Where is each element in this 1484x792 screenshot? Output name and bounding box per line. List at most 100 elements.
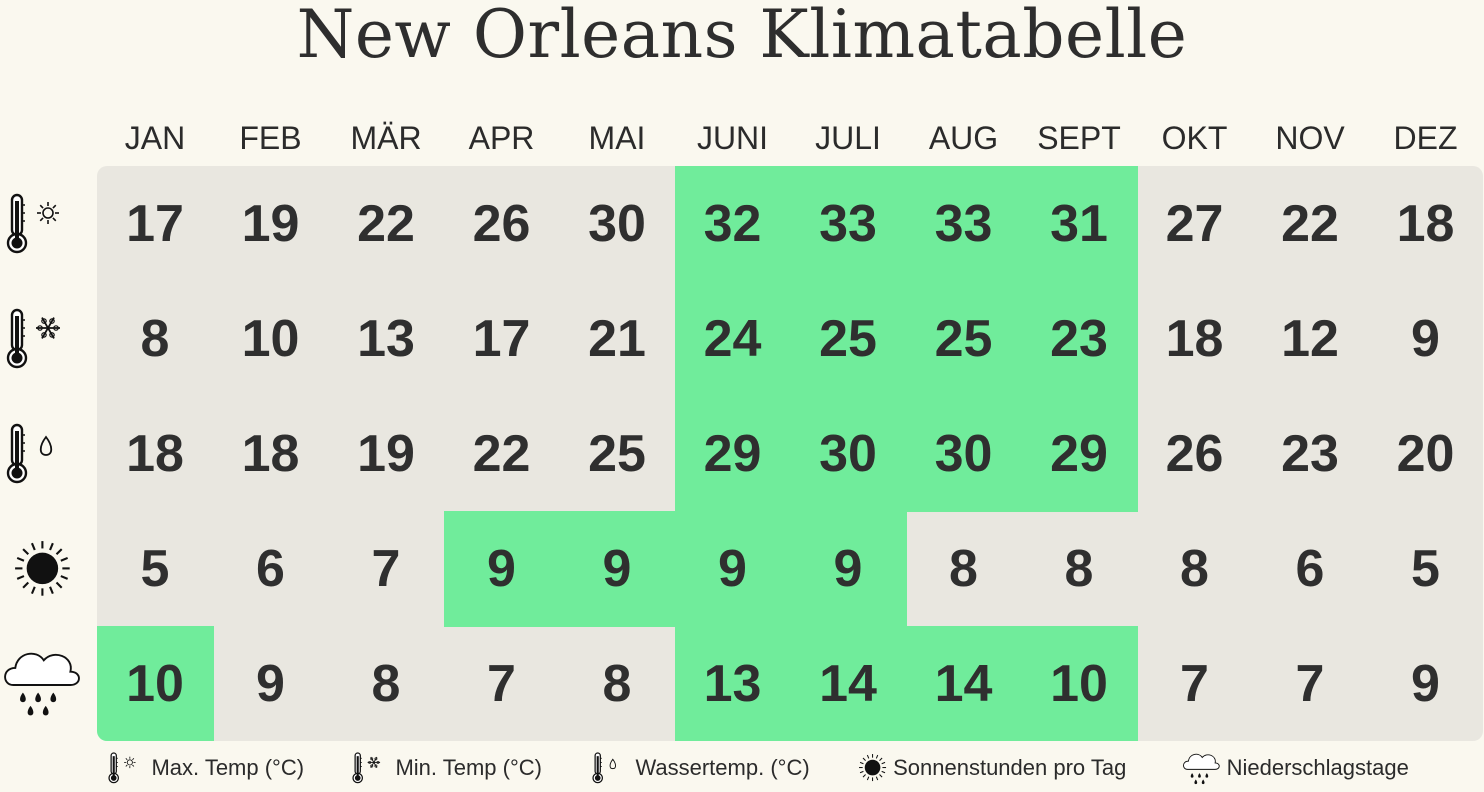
value-cell: 22 <box>357 194 415 253</box>
value-cell: 30 <box>588 194 646 253</box>
thermometer-drop-icon <box>0 396 84 511</box>
month-label: FEB <box>239 120 302 156</box>
month-label: AUG <box>928 120 999 156</box>
highlight-cell <box>905 396 1022 512</box>
value-cell: 9 <box>256 654 285 713</box>
value-cell: 9 <box>1411 654 1440 713</box>
value-cell: 5 <box>1411 539 1440 598</box>
value-cell: 23 <box>1281 424 1339 483</box>
month-label: APR <box>468 120 535 156</box>
highlight-cell <box>905 626 1022 741</box>
value-cell: 10 <box>126 654 184 713</box>
legend-label: Niederschlagstage <box>1226 755 1409 780</box>
value-cell: 33 <box>934 194 993 253</box>
chart-title: New Orleans Klimatabelle <box>296 0 1188 73</box>
legend-item: Max. Temp (°C) <box>108 750 304 786</box>
value-cell: 8 <box>1180 539 1209 598</box>
highlight-cell <box>790 166 907 282</box>
value-cell: 8 <box>371 654 401 713</box>
value-cell: 30 <box>819 424 877 483</box>
value-cell: 9 <box>602 539 632 598</box>
highlight-cell <box>790 511 907 627</box>
highlight-cell <box>905 281 1022 397</box>
value-cell: 13 <box>703 654 762 713</box>
value-cell: 24 <box>703 309 762 368</box>
value-cell: 13 <box>357 309 415 368</box>
highlight-cell <box>674 166 791 282</box>
value-cell: 7 <box>487 654 516 713</box>
value-cell: 10 <box>1050 654 1108 713</box>
legend-label: Sonnenstunden pro Tag <box>893 755 1127 780</box>
highlight-cell <box>1021 281 1138 397</box>
value-cell: 8 <box>140 309 170 368</box>
legend-label: Max. Temp (°C) <box>151 755 305 780</box>
value-cell: 18 <box>241 424 300 483</box>
highlight-cell <box>674 626 791 741</box>
value-cell: 19 <box>241 194 300 253</box>
legend-label: Min. Temp (°C) <box>395 755 542 780</box>
month-label: OKT <box>1161 120 1228 156</box>
month-label: MÄR <box>350 120 422 156</box>
sun-icon <box>0 511 84 626</box>
highlight-cell <box>1021 166 1138 282</box>
highlight-cell <box>674 281 791 397</box>
value-cell: 10 <box>241 309 300 368</box>
value-cell: 14 <box>819 654 877 713</box>
legend-label: Wassertemp. (°C) <box>635 755 810 780</box>
value-cell: 17 <box>472 309 531 368</box>
highlight-cell <box>97 626 214 741</box>
value-cell: 18 <box>126 424 184 483</box>
highlight-cell <box>1021 396 1138 512</box>
legend-item: Sonnenstunden pro Tag <box>858 750 1126 786</box>
value-cell: 25 <box>819 309 877 368</box>
highlight-cell <box>559 511 676 627</box>
legend-item: Niederschlagstage <box>1182 750 1409 786</box>
legend-item: Wassertemp. (°C) <box>592 750 810 786</box>
value-cell: 6 <box>256 539 285 598</box>
value-cell: 6 <box>1295 539 1325 598</box>
month-label: SEPT <box>1037 120 1121 156</box>
value-cell: 5 <box>140 539 170 598</box>
value-cell: 21 <box>588 309 646 368</box>
month-label: NOV <box>1275 120 1345 156</box>
legend-item: Min. Temp (°C) <box>352 750 542 786</box>
value-cell: 18 <box>1396 194 1455 253</box>
value-cell: 25 <box>588 424 646 483</box>
sun-icon <box>858 753 893 782</box>
value-cell: 9 <box>718 539 747 598</box>
value-cell: 7 <box>1180 654 1209 713</box>
value-cell: 12 <box>1281 309 1339 368</box>
value-cell: 32 <box>703 194 762 253</box>
value-cell: 26 <box>472 194 531 253</box>
highlight-cell <box>443 511 560 627</box>
value-cell: 8 <box>1064 539 1094 598</box>
highlight-cell <box>790 626 907 741</box>
thermometer-drop-icon <box>592 752 635 784</box>
value-cell: 8 <box>949 539 978 598</box>
highlight-cell <box>790 281 907 397</box>
month-label: JAN <box>124 120 186 156</box>
legend: Max. Temp (°C) Min. Temp (°C) Wassertemp… <box>0 744 1484 792</box>
month-label: DEZ <box>1393 120 1458 156</box>
value-cell: 19 <box>357 424 415 483</box>
month-header-row: JAN FEB MÄR APR MAI JUNI JULI AUG SEPT OKT NOV DEZ <box>0 112 1484 162</box>
value-cell: 27 <box>1165 194 1224 253</box>
value-cell: 9 <box>487 539 516 598</box>
value-cell: 8 <box>602 654 632 713</box>
value-cell: 23 <box>1050 309 1108 368</box>
value-cell: 22 <box>1281 194 1339 253</box>
value-cell: 17 <box>126 194 184 253</box>
value-cell: 31 <box>1050 194 1108 253</box>
value-cell: 25 <box>934 309 993 368</box>
value-cell: 14 <box>934 654 993 713</box>
highlight-cell <box>674 396 791 512</box>
thermometer-sun-icon <box>0 166 84 281</box>
value-cell: 7 <box>1295 654 1325 713</box>
month-label: MAI <box>588 120 646 156</box>
value-cell: 18 <box>1165 309 1224 368</box>
thermometer-snowflake-icon <box>352 752 395 784</box>
highlight-cell <box>1021 626 1138 741</box>
value-cell: 26 <box>1165 424 1224 483</box>
value-cell: 29 <box>703 424 762 483</box>
value-cell: 9 <box>1411 309 1440 368</box>
